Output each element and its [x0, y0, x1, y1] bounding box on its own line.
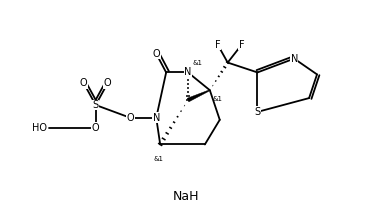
Text: N: N: [184, 67, 192, 77]
Text: NaH: NaH: [173, 190, 199, 203]
Text: N: N: [291, 54, 298, 64]
Text: O: O: [104, 78, 112, 88]
Text: HO: HO: [32, 123, 47, 133]
Text: &1: &1: [193, 60, 203, 66]
Text: N: N: [153, 113, 160, 123]
Text: &1: &1: [153, 156, 163, 162]
Text: &1: &1: [213, 96, 223, 102]
Text: F: F: [239, 40, 244, 50]
Polygon shape: [187, 90, 210, 102]
Text: S: S: [254, 107, 260, 117]
Text: O: O: [126, 113, 134, 123]
Text: S: S: [93, 100, 99, 110]
Text: O: O: [80, 78, 88, 88]
Text: O: O: [92, 123, 100, 133]
Text: O: O: [153, 49, 160, 59]
Text: F: F: [215, 40, 220, 50]
